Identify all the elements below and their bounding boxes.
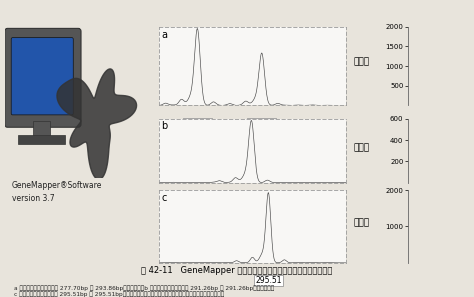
Text: c 表示等位基因片段大小为 295.51bp 和 295.51bp（纯合体）。纵轴数据表示等位基因片段毛细管电泳检测峰值大小: c 表示等位基因片段大小为 295.51bp 和 295.51bp（纯合体）。纵… <box>14 292 225 297</box>
Bar <box>33 121 50 140</box>
Text: a: a <box>162 30 168 40</box>
Bar <box>18 135 65 144</box>
Polygon shape <box>57 69 137 179</box>
FancyBboxPatch shape <box>11 38 73 115</box>
Text: b: b <box>162 121 168 131</box>
Text: 277.70: 277.70 <box>184 120 211 129</box>
Text: 293.86: 293.86 <box>248 120 275 129</box>
Text: 纯合体: 纯合体 <box>354 143 370 152</box>
Text: 291.26: 291.26 <box>238 194 264 203</box>
Text: 杂合体: 杂合体 <box>354 58 370 67</box>
Text: c: c <box>162 193 167 203</box>
Text: 295.51: 295.51 <box>255 276 282 285</box>
Text: a 表示等位基因片段大小为 277.70bp 和 293.86bp（杂合体）；b 表示等位基因片段大小为 291.26bp 和 291.26bp（纯合体）；: a 表示等位基因片段大小为 277.70bp 和 293.86bp（杂合体）；b… <box>14 285 274 291</box>
Text: 图 42-11   GeneMapper 软件对每个样品进行等位基因大小值的评测: 图 42-11 GeneMapper 软件对每个样品进行等位基因大小值的评测 <box>141 266 333 275</box>
Text: GeneMapper®Software
version 3.7: GeneMapper®Software version 3.7 <box>12 181 102 203</box>
FancyBboxPatch shape <box>5 29 81 127</box>
Text: 纯合体: 纯合体 <box>354 218 370 227</box>
